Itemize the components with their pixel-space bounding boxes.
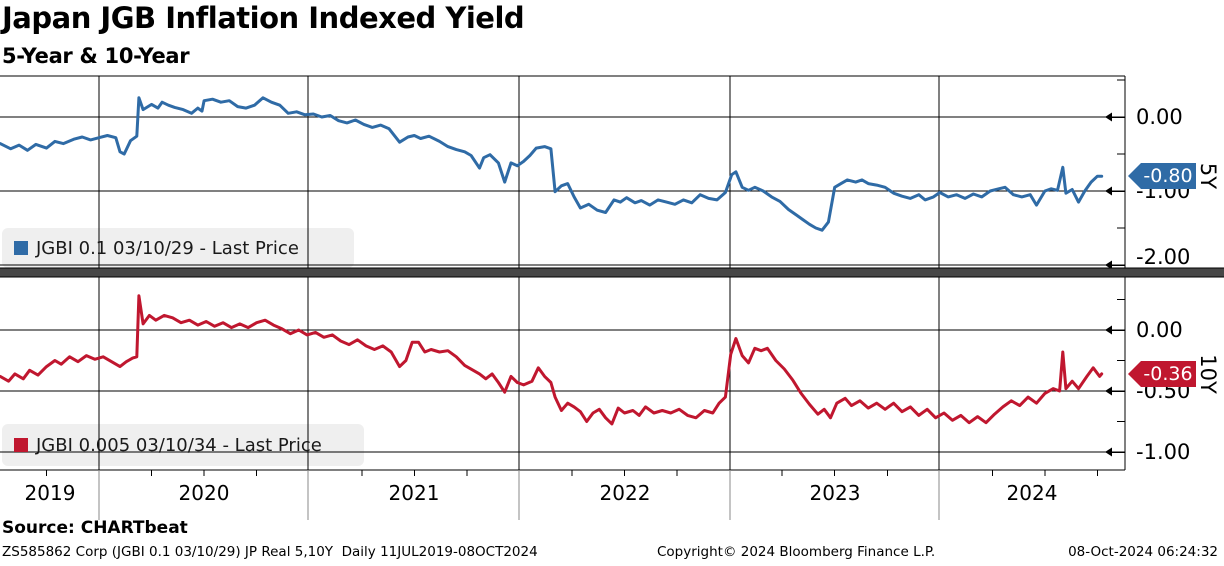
last-price-value-5y: -0.80 [1143,165,1193,187]
price-tag-arrow-icon [1128,163,1196,189]
ytick-label-5y--2.00: -2.00 [1136,245,1191,269]
price-tag-arrow-icon [1128,361,1196,387]
legend-item-5y[interactable]: JGBI 0.1 03/10/29 - Last Price [14,228,299,268]
panel-axis-label-5y: 5Y [1196,162,1220,190]
panel-axis-label-10y: 10Y [1196,354,1220,394]
xaxis-year-label-2020: 2020 [178,481,230,505]
price-line-10y [0,294,1104,426]
last-price-value-10y: -0.36 [1143,363,1193,385]
page-title: Japan JGB Inflation Indexed Yield [2,1,525,35]
xaxis-year-label-2021: 2021 [388,481,440,505]
xaxis-year-label-2022: 2022 [599,481,651,505]
page-subtitle: 5-Year & 10-Year [2,44,190,68]
footer-security-meta: ZS585862 Corp (JGBI 0.1 03/10/29) JP Rea… [2,544,538,560]
xaxis-year-label-2023: 2023 [809,481,861,505]
source-line: Source: CHARTbeat [2,518,188,538]
price-line-5y [0,96,1104,232]
last-price-tag-10y[interactable]: -0.36 [1127,360,1197,388]
ytick-label-5y-0.00: 0.00 [1136,105,1183,129]
last-price-tag-5y[interactable]: -0.80 [1127,162,1197,190]
footer-timestamp: 08-Oct-2024 06:24:32 [1068,544,1218,560]
ytick-label-10y--1.00: -1.00 [1136,440,1191,464]
ytick-label-10y-0.00: 0.00 [1136,318,1183,342]
legend-swatch-red-icon [14,438,28,452]
xaxis-year-label-2019: 2019 [24,481,76,505]
footer-copyright: Copyright© 2024 Bloomberg Finance L.P. [657,544,936,560]
xaxis-year-label-2024: 2024 [1006,481,1058,505]
legend-label-10y: JGBI 0.005 03/10/34 - Last Price [36,434,322,456]
legend-item-10y[interactable]: JGBI 0.005 03/10/34 - Last Price [14,424,322,466]
legend-swatch-blue-icon [14,241,28,255]
legend-label-5y: JGBI 0.1 03/10/29 - Last Price [36,237,299,259]
